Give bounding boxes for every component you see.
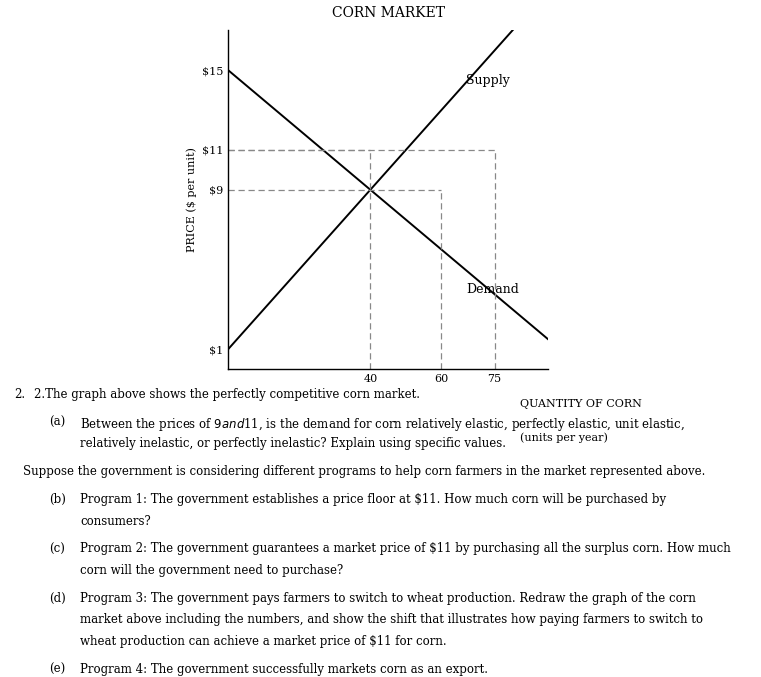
Text: Suppose the government is considering different programs to help corn farmers in: Suppose the government is considering di… xyxy=(23,465,705,478)
Text: (b): (b) xyxy=(49,493,66,506)
Text: consumers?: consumers? xyxy=(80,515,151,527)
Text: Program 4: The government successfully markets corn as an export.: Program 4: The government successfully m… xyxy=(80,663,488,676)
Text: (a): (a) xyxy=(49,416,65,429)
Text: corn will the government need to purchase?: corn will the government need to purchas… xyxy=(80,564,343,577)
Text: Program 1: The government establishes a price floor at $11. How much corn will b: Program 1: The government establishes a … xyxy=(80,493,666,506)
Text: Program 2: The government guarantees a market price of $11 by purchasing all the: Program 2: The government guarantees a m… xyxy=(80,542,731,555)
Text: market above including the numbers, and show the shift that illustrates how payi: market above including the numbers, and … xyxy=(80,613,703,626)
Text: (e): (e) xyxy=(49,663,65,676)
Text: relatively inelastic, or perfectly inelastic? Explain using specific values.: relatively inelastic, or perfectly inela… xyxy=(80,437,506,450)
Title: CORN MARKET: CORN MARKET xyxy=(332,5,444,20)
Text: Program 3: The government pays farmers to switch to wheat production. Redraw the: Program 3: The government pays farmers t… xyxy=(80,592,696,605)
Text: (c): (c) xyxy=(49,542,65,555)
Text: (units per year): (units per year) xyxy=(520,433,607,443)
Text: QUANTITY OF CORN: QUANTITY OF CORN xyxy=(520,399,642,409)
Text: wheat production can achieve a market price of $11 for corn.: wheat production can achieve a market pr… xyxy=(80,635,447,648)
Text: 2.The graph above shows the perfectly competitive corn market.: 2.The graph above shows the perfectly co… xyxy=(34,388,420,401)
Text: (d): (d) xyxy=(49,592,66,605)
Text: Between the prices of $9 and $11, is the demand for corn relatively elastic, per: Between the prices of $9 and $11, is the… xyxy=(80,416,685,433)
Text: Demand: Demand xyxy=(466,283,519,296)
Y-axis label: PRICE ($ per unit): PRICE ($ per unit) xyxy=(186,148,196,252)
Text: 2.: 2. xyxy=(14,388,25,401)
Text: Supply: Supply xyxy=(466,74,510,87)
